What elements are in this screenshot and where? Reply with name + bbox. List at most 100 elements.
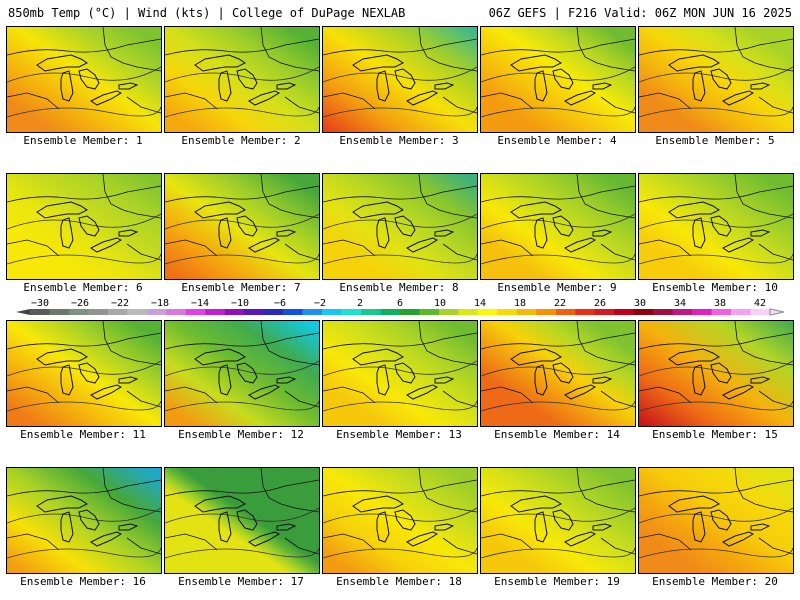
colorbar-segment bbox=[477, 309, 498, 315]
border-line bbox=[323, 533, 376, 551]
isotherm-contour bbox=[165, 547, 319, 559]
great-lake-outline bbox=[668, 201, 720, 219]
isotherm-contour bbox=[481, 507, 635, 524]
member-map-panel bbox=[480, 320, 636, 427]
border-line bbox=[260, 174, 319, 219]
isotherm-contour bbox=[7, 66, 161, 83]
great-lake-outline bbox=[710, 509, 732, 531]
border-line bbox=[576, 27, 635, 72]
border-line bbox=[165, 479, 319, 497]
ensemble-member-caption: Ensemble Member: 5 bbox=[655, 134, 775, 147]
isotherm-contour bbox=[481, 253, 635, 265]
isotherm-contour bbox=[323, 400, 477, 412]
border-line bbox=[418, 468, 477, 513]
member-map-panel bbox=[322, 26, 478, 133]
isotherm-contour bbox=[323, 507, 477, 524]
temperature-field bbox=[165, 321, 319, 426]
great-lake-outline bbox=[194, 495, 246, 513]
great-lake-outline bbox=[78, 68, 100, 90]
border-line bbox=[102, 468, 161, 513]
great-lake-outline bbox=[118, 82, 139, 90]
border-line bbox=[758, 96, 793, 114]
great-lake-outline bbox=[118, 523, 139, 531]
great-lake-outline bbox=[376, 364, 390, 396]
border-line bbox=[165, 92, 218, 110]
border-line bbox=[576, 174, 635, 219]
border-line bbox=[442, 390, 477, 408]
colorbar-tick-label: −22 bbox=[111, 298, 129, 309]
great-lake-outline bbox=[510, 348, 562, 366]
great-lake-outline bbox=[406, 384, 439, 400]
great-lake-outline bbox=[60, 70, 74, 102]
colorbar-segment bbox=[30, 309, 50, 315]
colorbar-tick-label: −10 bbox=[231, 298, 249, 309]
border-line bbox=[639, 185, 793, 203]
border-line bbox=[165, 38, 319, 56]
border-line bbox=[758, 243, 793, 261]
great-lake-outline bbox=[194, 348, 246, 366]
great-lake-outline bbox=[510, 495, 562, 513]
member-map-panel bbox=[322, 320, 478, 427]
border-line bbox=[481, 239, 534, 257]
border-line bbox=[323, 332, 477, 350]
great-lake-outline bbox=[236, 215, 258, 237]
great-lake-outline bbox=[510, 201, 562, 219]
border-line bbox=[418, 174, 477, 219]
colorbar-segment bbox=[614, 309, 634, 315]
border-line bbox=[758, 537, 793, 555]
ensemble-member-caption: Ensemble Member: 10 bbox=[652, 281, 778, 294]
ensemble-member-caption: Ensemble Member: 19 bbox=[494, 575, 620, 588]
isotherm-contour bbox=[639, 400, 793, 412]
great-lake-outline bbox=[118, 376, 139, 384]
colorbar-segment bbox=[127, 309, 148, 315]
border-line bbox=[7, 38, 161, 56]
temperature-field bbox=[323, 468, 477, 573]
member-map-panel bbox=[638, 26, 794, 133]
great-lake-outline bbox=[692, 511, 706, 543]
great-lake-outline bbox=[552, 215, 574, 237]
great-lake-outline bbox=[276, 229, 297, 237]
great-lake-outline bbox=[248, 384, 281, 400]
colorbar-segment bbox=[244, 309, 264, 315]
colorbar-segment bbox=[419, 309, 440, 315]
great-lake-outline bbox=[692, 70, 706, 102]
colorbar-segment bbox=[107, 309, 128, 315]
border-line bbox=[442, 243, 477, 261]
isotherm-contour bbox=[323, 106, 477, 118]
border-line bbox=[284, 390, 319, 408]
colorbar-segment bbox=[185, 309, 206, 315]
ensemble-member-caption: Ensemble Member: 2 bbox=[181, 134, 301, 147]
isotherm-contour bbox=[639, 253, 793, 265]
border-line bbox=[323, 38, 477, 56]
colorbar-tick-label: 6 bbox=[397, 298, 403, 309]
great-lake-outline bbox=[710, 362, 732, 384]
border-line bbox=[126, 390, 161, 408]
border-line bbox=[284, 243, 319, 261]
great-lake-outline bbox=[564, 90, 597, 106]
isotherm-contour bbox=[7, 253, 161, 265]
colorbar-tick-label: 42 bbox=[754, 298, 766, 309]
border-line bbox=[758, 390, 793, 408]
ensemble-member-caption: Ensemble Member: 9 bbox=[497, 281, 617, 294]
temperature-field bbox=[7, 174, 161, 279]
colorbar-tick-label: −6 bbox=[274, 298, 286, 309]
colorbar-segment bbox=[516, 309, 537, 315]
great-lake-outline bbox=[592, 523, 613, 531]
ensemble-member-caption: Ensemble Member: 6 bbox=[23, 281, 143, 294]
isotherm-contour bbox=[7, 547, 161, 559]
ensemble-member-caption: Ensemble Member: 18 bbox=[336, 575, 462, 588]
isotherm-contour bbox=[165, 360, 319, 377]
great-lake-outline bbox=[668, 54, 720, 72]
colorbar-tick-label: −18 bbox=[151, 298, 169, 309]
isotherm-contour bbox=[165, 66, 319, 83]
great-lake-outline bbox=[710, 68, 732, 90]
great-lake-outline bbox=[90, 90, 123, 106]
border-line bbox=[418, 27, 477, 72]
border-line bbox=[576, 321, 635, 366]
colorbar-segment bbox=[575, 309, 596, 315]
isotherm-contour bbox=[7, 507, 161, 524]
isotherm-contour bbox=[165, 400, 319, 412]
great-lake-outline bbox=[692, 364, 706, 396]
great-lake-outline bbox=[534, 70, 548, 102]
border-line bbox=[102, 321, 161, 366]
